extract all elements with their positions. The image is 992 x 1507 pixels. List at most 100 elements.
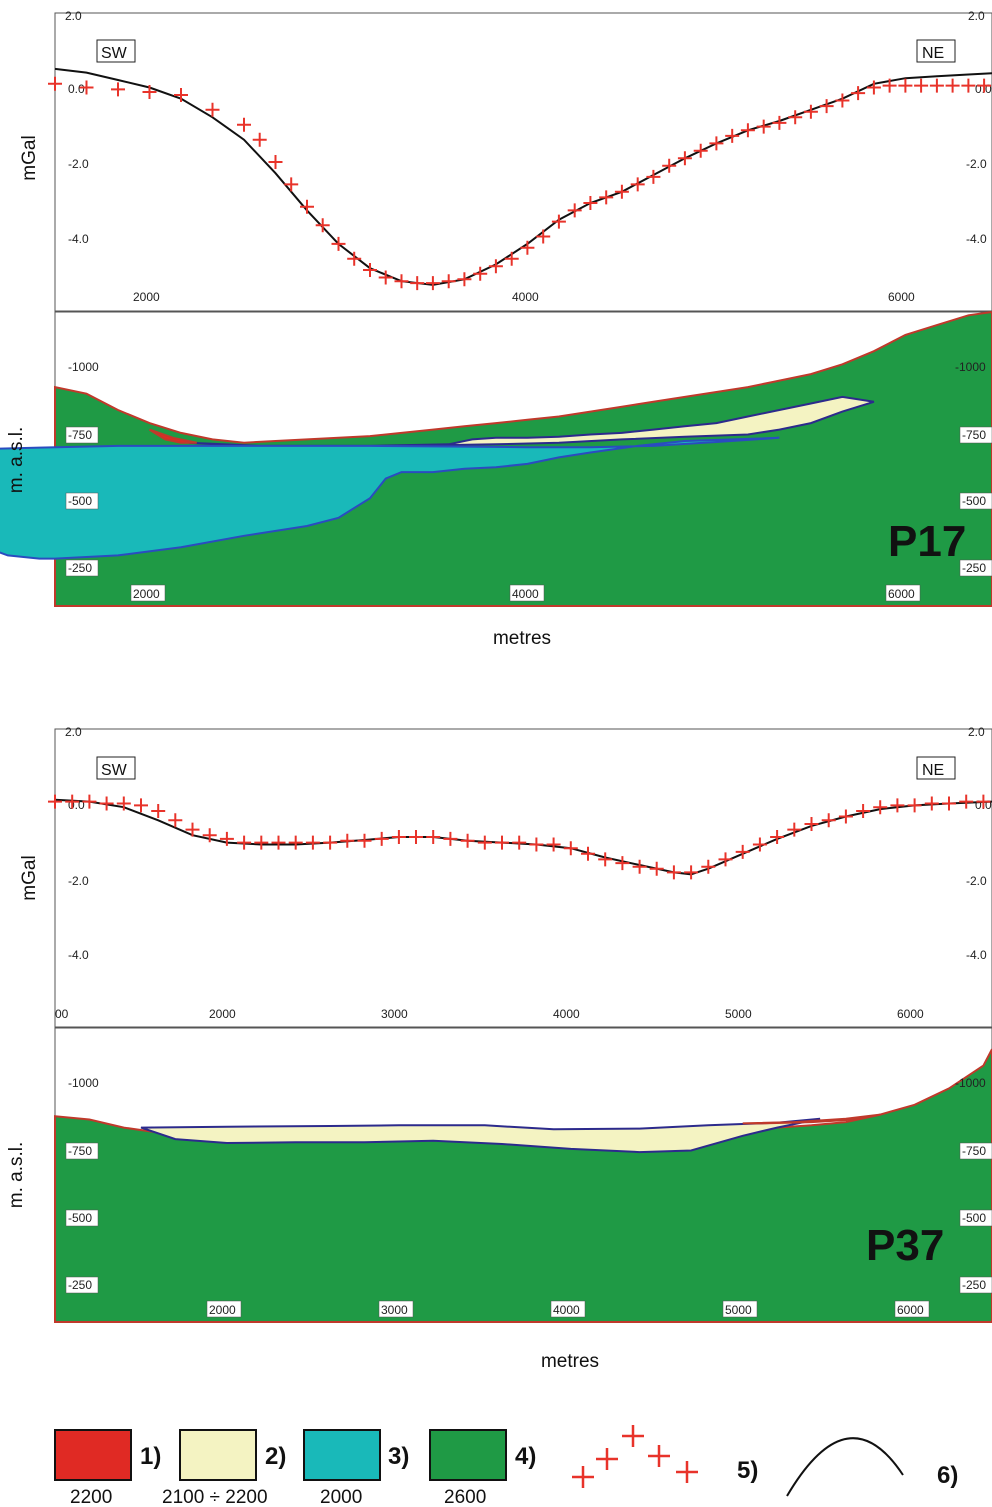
observed-anomaly-point: [718, 852, 733, 867]
model-body-2: [140, 1117, 821, 1154]
model-body-2: [188, 395, 875, 447]
legend-num-4: 4): [515, 1443, 536, 1470]
observed-anomaly-point: [788, 110, 803, 125]
legend-num-5: 5): [737, 1457, 758, 1484]
p37-metres-axis-title: metres: [541, 1351, 599, 1372]
observed-anomaly-point: [752, 837, 767, 852]
observed-anomaly-point: [323, 835, 338, 850]
observed-anomaly-point: [961, 78, 976, 93]
legend-cross: [572, 1466, 594, 1488]
observed-anomaly-point: [48, 794, 62, 809]
p37-grav-ytick: 2.0: [65, 725, 82, 739]
p37-model-ytick: -500: [68, 1211, 92, 1225]
p17-model-xticks: 2000 4000 6000: [130, 584, 921, 602]
observed-anomaly-point: [546, 837, 561, 852]
p37-gravity-frame: [54, 728, 992, 1028]
observed-anomaly-point: [929, 78, 944, 93]
observed-anomaly-point: [305, 835, 320, 850]
observed-anomaly-point: [945, 78, 960, 93]
p37-model-xticks: 2000 3000 4000 5000 6000: [206, 1300, 930, 1318]
p37-grav-ytick-right: 2.0: [968, 725, 985, 739]
observed-anomaly-point: [300, 199, 314, 214]
observed-anomaly-point: [598, 852, 613, 867]
p17-model-ytick-right: -750: [962, 428, 986, 442]
p37-model-xtick: 5000: [725, 1303, 752, 1317]
observed-anomaly-point: [630, 177, 645, 192]
observed-anomaly-point: [426, 830, 441, 844]
p17-model-ytick: -750: [68, 428, 92, 442]
model-body-1: [148, 428, 197, 444]
observed-anomaly-point: [821, 813, 836, 828]
p17-ytick-box: [65, 559, 99, 577]
observed-anomaly-point: [185, 822, 200, 837]
observed-anomaly-point: [725, 128, 740, 143]
observed-anomaly-point: [959, 794, 974, 809]
p17-mgal-axis-title: mGal: [19, 135, 40, 180]
p17-grav-ytick-right: -2.0: [966, 157, 987, 171]
observed-anomaly-point: [288, 835, 303, 850]
legend: 1) 2200 2) 2100 ÷ 2200 3) 2000 4) 2600 5…: [54, 1425, 958, 1507]
observed-anomaly-point: [838, 809, 853, 824]
p17-gravity-panel: 2.0 0.0 -2.0 -4.0 2.0 0.0 -2.0 -4.0 2000…: [48, 9, 992, 312]
p37-model-ytick: -750: [68, 1144, 92, 1158]
p37-model-yticks: -1000 -750 -500 -250 -1000 -750 -500 -25…: [65, 1076, 992, 1294]
model-body-3: [0, 436, 780, 560]
observed-anomaly-point: [363, 263, 377, 277]
observed-anomaly-point: [254, 835, 269, 850]
observed-anomaly-point: [111, 82, 125, 97]
p17-gravity-frame: [54, 12, 992, 312]
p37-xtick-box: [722, 1300, 758, 1318]
observed-anomaly-point: [237, 117, 251, 132]
p37-model-ytick-right: -500: [962, 1211, 986, 1225]
p17-grav-ytick-right: -4.0: [966, 232, 987, 246]
p37-sw-box: [96, 756, 136, 780]
observed-anomaly-point: [488, 259, 503, 274]
p17-model-xtick: 4000: [512, 587, 539, 601]
observed-anomaly-point: [976, 794, 991, 809]
legend-cross: [676, 1461, 698, 1483]
observed-anomaly-point: [357, 833, 372, 848]
legend-swatch-4: [429, 1429, 507, 1481]
observed-anomaly-point: [942, 796, 956, 811]
observed-anomaly-point: [168, 813, 183, 828]
observed-anomaly-point: [551, 214, 566, 229]
observed-anomaly-point: [756, 119, 771, 134]
observed-anomaly-point: [851, 86, 866, 101]
p37-grav-xtick: 5000: [725, 1007, 752, 1021]
p37-ytick-box: [65, 1276, 99, 1294]
p37-grav-xtick: 00: [55, 1007, 69, 1021]
observed-anomaly-point: [772, 115, 787, 130]
observed-anomaly-point: [477, 835, 492, 850]
observed-anomaly-point: [394, 274, 409, 289]
p37-model-xtick: 3000: [381, 1303, 408, 1317]
p17-xtick-box: [885, 584, 921, 602]
p37-profile-label: P37: [866, 1221, 944, 1270]
p17-profile-label: P17: [888, 517, 966, 566]
p17-xtick-box: [130, 584, 166, 602]
observed-anomaly-point: [142, 85, 157, 99]
p37-model-xtick: 6000: [897, 1303, 924, 1317]
observed-anomaly-point: [520, 240, 535, 255]
observed-anomaly-point: [662, 158, 677, 173]
p17-gravity-xticks: 2000 4000 6000: [133, 290, 915, 304]
p17-grav-xtick: 4000: [512, 290, 539, 304]
observed-anomaly-point: [649, 861, 664, 876]
observed-anomaly-point: [804, 817, 819, 831]
observed-anomaly-point: [977, 78, 992, 93]
observed-anomaly-point: [866, 80, 881, 95]
observed-anomaly-point: [116, 796, 131, 811]
observed-anomaly-point: [284, 177, 299, 192]
p37-ytick-box: [959, 1142, 992, 1160]
legend-num-2: 2): [265, 1443, 286, 1470]
p17-model-xtick: 2000: [133, 587, 160, 601]
legend-crosses-symbol: [572, 1425, 698, 1488]
observed-anomaly-point: [599, 190, 614, 205]
observed-anomaly-point: [740, 123, 755, 138]
p37-ytick-box: [65, 1142, 99, 1160]
p37-gravity-xticks: 00 2000 3000 4000 5000 6000: [55, 1007, 924, 1021]
p17-masl-axis-title: m. a.s.l.: [6, 427, 27, 494]
p37-model-ytick-right: -750: [962, 1144, 986, 1158]
observed-anomaly-point: [615, 856, 630, 871]
p37-ytick-box: [959, 1276, 992, 1294]
